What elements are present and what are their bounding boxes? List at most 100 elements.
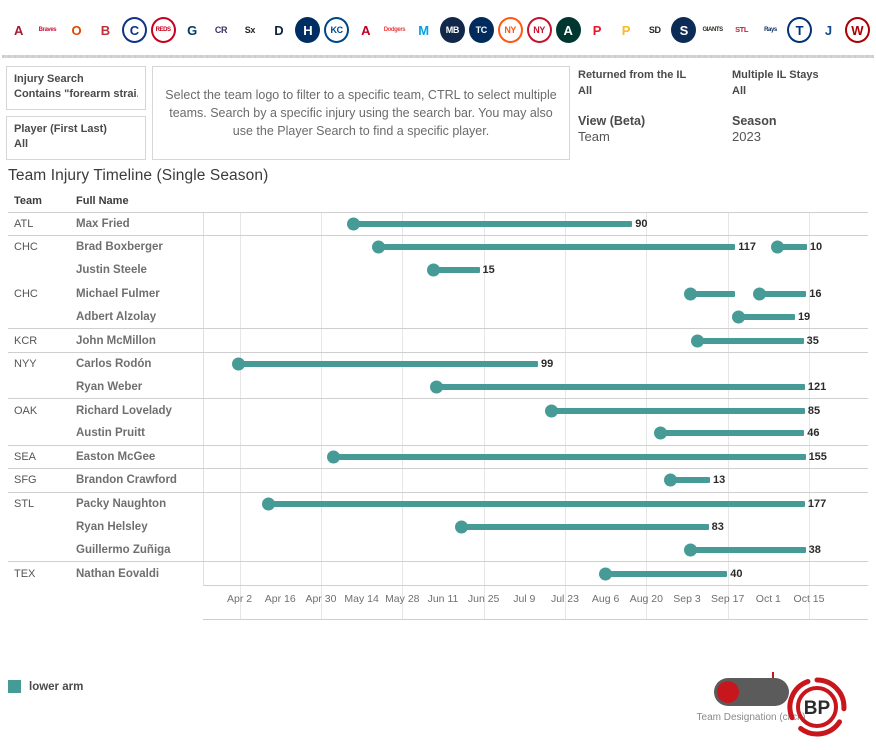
- team-logo-nym[interactable]: NY: [497, 14, 523, 46]
- table-row[interactable]: Ryan Weber 121: [8, 375, 868, 399]
- injury-bar-value-label: 35: [806, 334, 819, 347]
- x-axis-tick-label: Aug 6: [591, 592, 620, 605]
- team-logo-cin[interactable]: REDS: [150, 14, 176, 46]
- team-logo-pit[interactable]: P: [613, 14, 639, 46]
- team-logo-mark-icon: A: [6, 17, 31, 43]
- table-row[interactable]: OAK Richard Lovelady 85: [8, 398, 868, 422]
- injury-bar-start-dot-icon: [752, 287, 766, 301]
- table-row[interactable]: KCR John McMillon 35: [8, 328, 868, 352]
- team-logo-atl[interactable]: Braves: [34, 14, 60, 46]
- row-player-name: Adbert Alzolay: [76, 310, 157, 323]
- injury-bar-start-dot-icon: [771, 240, 785, 254]
- team-logo-mark-icon: P: [613, 17, 639, 43]
- returned-from-il-filter[interactable]: Returned from the IL All: [578, 68, 686, 99]
- team-logo-tbr[interactable]: Rays: [757, 14, 783, 46]
- table-row[interactable]: CHC Michael Fulmer 16: [8, 281, 868, 306]
- x-axis: Apr 2 Apr 16 Apr 30 May 14 May 28 Jun 11 Jun 2…: [203, 585, 868, 619]
- injury-bar[interactable]: [683, 287, 736, 301]
- injury-bar[interactable]: 155: [327, 450, 827, 464]
- table-row[interactable]: Ryan Helsley 83: [8, 514, 868, 539]
- team-logo-tex[interactable]: T: [786, 14, 812, 46]
- team-logo-sdp[interactable]: SD: [642, 14, 668, 46]
- team-logo-filter-strip[interactable]: A Braves O B C REDS G CR Sx D H KC A Dodgers M MB TC NY NY…: [0, 8, 876, 52]
- team-logo-mark-icon: O: [63, 17, 89, 43]
- injury-bar[interactable]: 10: [771, 240, 822, 254]
- team-logo-laa[interactable]: A: [353, 14, 379, 46]
- team-logo-tor[interactable]: J: [815, 14, 841, 46]
- injury-bar[interactable]: 35: [691, 334, 819, 348]
- team-logo-chw[interactable]: Sx: [237, 14, 263, 46]
- injury-bar-value-label: 83: [711, 520, 724, 533]
- injury-bar[interactable]: 16: [752, 287, 821, 301]
- x-axis-tick-label: Apr 30: [305, 592, 337, 605]
- team-logo-lad[interactable]: Dodgers: [381, 14, 407, 46]
- injury-bar[interactable]: 90: [347, 217, 648, 231]
- injury-bar-value-label: 13: [712, 474, 726, 487]
- table-row[interactable]: SFG Brandon Crawford 13: [8, 468, 868, 492]
- view-beta-filter[interactable]: View (Beta) Team: [578, 114, 645, 145]
- table-row[interactable]: CHC Brad Boxberger 117 10: [8, 235, 868, 259]
- team-logo-mark-icon: C: [121, 17, 147, 43]
- legend-color-swatch: [8, 680, 21, 693]
- injury-bar[interactable]: 40: [598, 567, 742, 581]
- team-logo-nyy[interactable]: NY: [526, 14, 552, 46]
- team-logo-wsn[interactable]: W: [844, 14, 870, 46]
- table-row[interactable]: NYY Carlos Rodón 99: [8, 351, 868, 376]
- injury-bar-value-label: 99: [540, 357, 554, 370]
- injury-bar[interactable]: 83: [455, 520, 724, 533]
- table-row[interactable]: Austin Pruitt 46: [8, 421, 868, 445]
- row-player-name: Guillermo Zuñiga: [76, 543, 171, 556]
- table-row[interactable]: SEA Easton McGee 155: [8, 444, 868, 469]
- injury-bar[interactable]: 13: [664, 473, 725, 487]
- injury-bar[interactable]: 46: [653, 426, 819, 440]
- row-player-name: Max Fried: [76, 218, 130, 231]
- multiple-il-stays-filter[interactable]: Multiple IL Stays All: [732, 68, 819, 99]
- injury-bar[interactable]: 117: [372, 240, 756, 254]
- x-axis-tick-label: Apr 2: [227, 592, 253, 605]
- team-designation-control[interactable]: Team Designation (click): [676, 678, 826, 723]
- injury-bar[interactable]: 38: [683, 543, 821, 557]
- table-row[interactable]: Justin Steele 15: [8, 258, 868, 282]
- team-logo-bal[interactable]: O: [63, 14, 89, 46]
- team-logo-sfg[interactable]: GIANTS: [700, 14, 726, 46]
- injury-bar[interactable]: 121: [430, 380, 826, 394]
- table-row[interactable]: ATL Max Fried 90: [8, 212, 868, 236]
- team-logo-chc[interactable]: C: [121, 14, 147, 46]
- table-row[interactable]: Guillermo Zuñiga 38: [8, 538, 868, 562]
- team-logo-cle[interactable]: G: [179, 14, 205, 46]
- team-logo-oak[interactable]: A: [555, 14, 581, 46]
- team-logo-mark-icon: NY: [526, 17, 552, 43]
- table-row[interactable]: TEX Nathan Eovaldi 40: [8, 561, 868, 585]
- player-search-filter[interactable]: Player (First Last) All: [6, 116, 146, 160]
- table-row[interactable]: Adbert Alzolay 19: [8, 305, 868, 329]
- injury-bar-value-label: 85: [807, 404, 821, 417]
- team-logo-phi[interactable]: P: [584, 14, 610, 46]
- injury-search-filter[interactable]: Injury Search Contains "forearm strai..: [6, 66, 146, 110]
- team-designation-toggle[interactable]: [713, 678, 789, 706]
- team-logo-kcr[interactable]: KC: [324, 14, 350, 46]
- team-logo-ari[interactable]: A: [6, 14, 31, 46]
- team-logo-col[interactable]: CR: [208, 14, 234, 46]
- team-logo-stl[interactable]: STL: [729, 14, 755, 46]
- injury-bar[interactable]: 85: [544, 404, 820, 418]
- row-plot-cell: 85: [203, 399, 868, 422]
- team-logo-sea[interactable]: S: [671, 14, 697, 46]
- injury-bar[interactable]: 99: [231, 357, 553, 371]
- team-logo-mia[interactable]: M: [410, 14, 436, 46]
- row-player-name: Carlos Rodón: [76, 357, 152, 370]
- team-logo-mark-icon: SD: [642, 17, 668, 43]
- team-logo-mark-icon: G: [179, 17, 205, 43]
- x-axis-tick-label: Jun 25: [467, 592, 500, 605]
- team-logo-mark-icon: Dodgers: [381, 17, 407, 43]
- team-logo-bos[interactable]: B: [92, 14, 118, 46]
- table-row[interactable]: STL Packy Naughton 177: [8, 491, 868, 515]
- team-logo-hou[interactable]: H: [295, 14, 321, 46]
- injury-bar[interactable]: 19: [731, 310, 810, 324]
- injury-bar[interactable]: 15: [427, 263, 495, 277]
- team-logo-mil[interactable]: MB: [439, 14, 465, 46]
- injury-bar[interactable]: 177: [262, 497, 826, 511]
- team-logo-det[interactable]: D: [266, 14, 292, 46]
- season-filter[interactable]: Season 2023: [732, 114, 776, 145]
- team-logo-min[interactable]: TC: [468, 14, 494, 46]
- column-header-team: Team: [14, 195, 42, 207]
